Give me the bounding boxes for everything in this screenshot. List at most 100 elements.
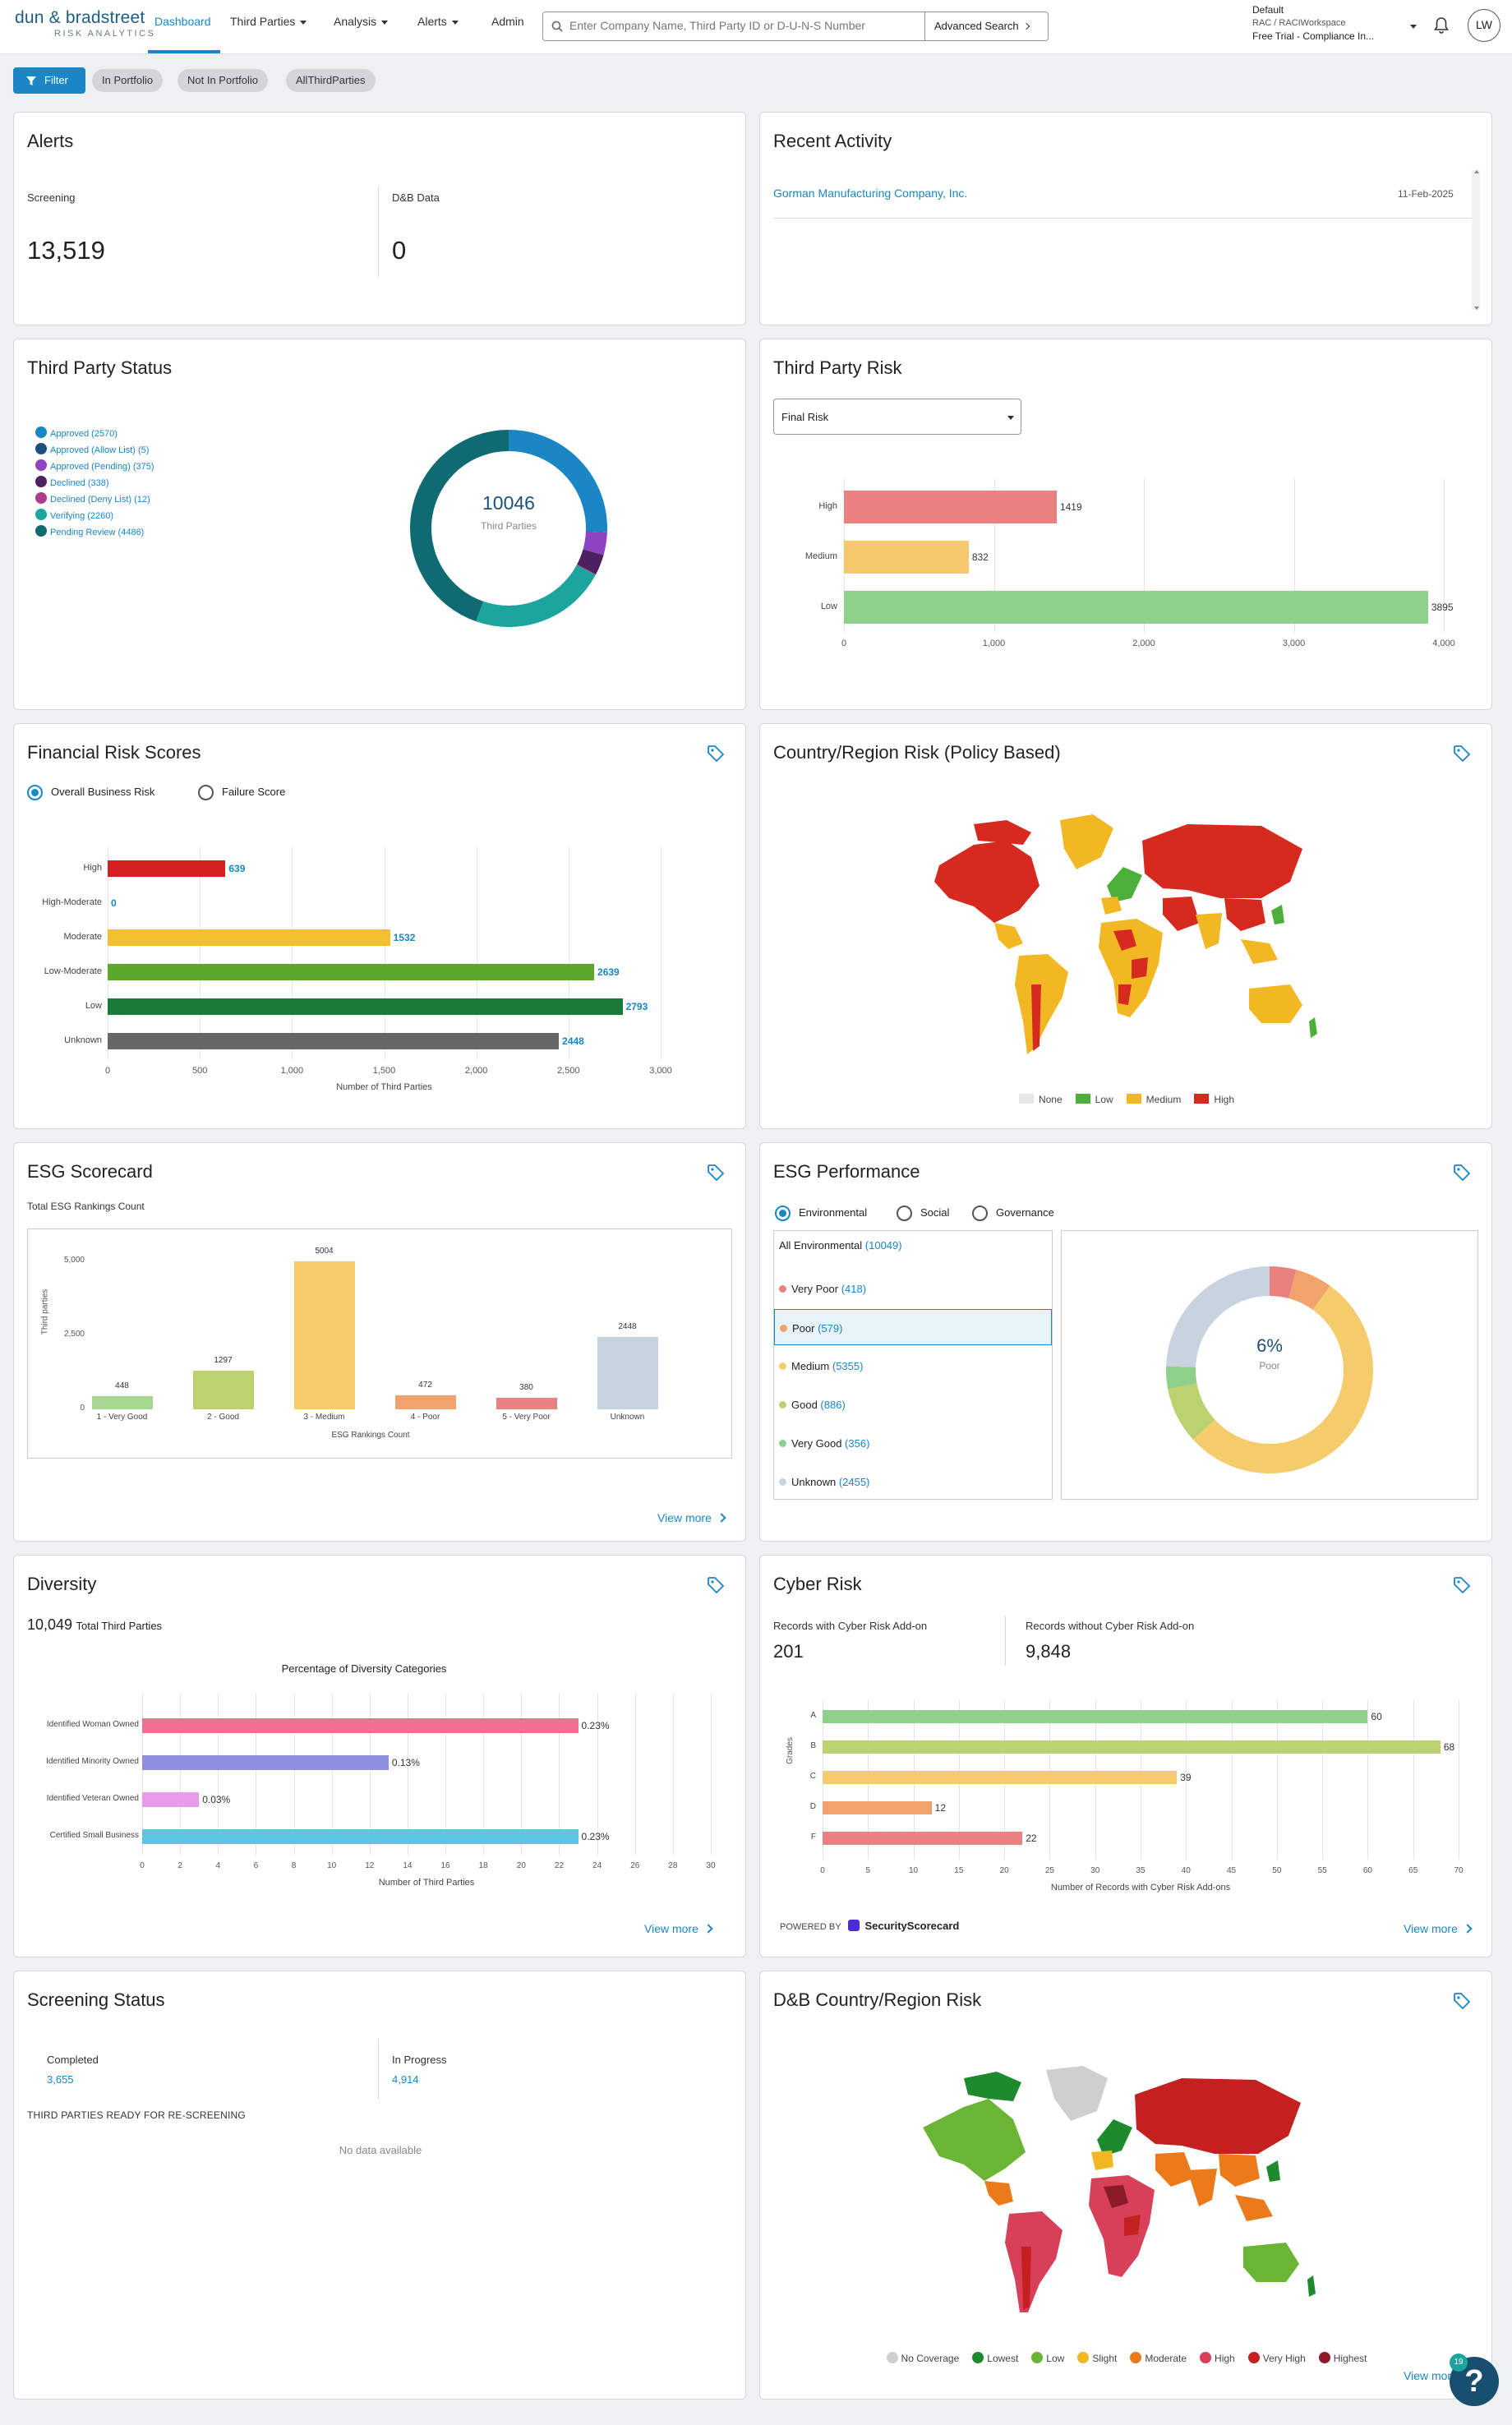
filter-button[interactable]: Filter — [13, 67, 85, 94]
bar[interactable] — [844, 591, 1428, 624]
bell-icon[interactable] — [1433, 16, 1450, 35]
world-risk-map[interactable] — [916, 808, 1327, 1071]
esg-donut-chart[interactable] — [1163, 1263, 1376, 1477]
esg-slice-4[interactable] — [1166, 1366, 1197, 1390]
esg-bar[interactable] — [597, 1336, 658, 1409]
cyber-without-value: 9,848 — [1026, 1641, 1072, 1662]
tag-icon[interactable] — [706, 1575, 726, 1595]
esg-slice-2[interactable] — [1193, 1285, 1373, 1473]
in-progress-count-link[interactable]: 4,914 — [392, 2073, 419, 2086]
bar[interactable] — [844, 491, 1057, 523]
status-legend-item[interactable]: Pending Review (4486) — [35, 525, 154, 542]
esg-item-unknown[interactable]: Unknown (2455) — [774, 1464, 1052, 1500]
chevron-down-icon[interactable] — [1410, 25, 1417, 29]
status-slice-5[interactable] — [476, 565, 596, 627]
radio-failure-score[interactable]: Failure Score — [198, 785, 285, 800]
status-donut-chart[interactable] — [402, 422, 615, 635]
radio-overall-business-risk[interactable]: Overall Business Risk — [27, 785, 154, 800]
x-tick-label: 25 — [1044, 1866, 1054, 1875]
cyber-view-more-link[interactable]: View more — [1404, 1922, 1473, 1935]
x-tick-label: 2 — [177, 1861, 182, 1870]
completed-count-link[interactable]: 3,655 — [47, 2073, 74, 2086]
chip-not-in-portfolio[interactable]: Not In Portfolio — [177, 69, 268, 92]
help-button[interactable]: ? 19 — [1450, 2354, 1499, 2406]
bar-value-label: 639 — [228, 863, 246, 874]
advanced-search-button[interactable]: Advanced Search — [924, 12, 1048, 40]
activity-company-link[interactable]: Gorman Manufacturing Company, Inc. — [773, 187, 968, 200]
brand-logo[interactable]: dun & bradstreet RISK ANALYTICS — [15, 8, 155, 39]
status-legend-item[interactable]: Verifying (2260) — [35, 509, 154, 525]
esg-item-poor[interactable]: Poor (579) — [774, 1309, 1052, 1345]
status-legend-item[interactable]: Approved (Allow List) (5) — [35, 443, 154, 459]
esg-item-very-poor[interactable]: Very Poor (418) — [774, 1270, 1052, 1307]
nav-admin[interactable]: Admin — [491, 15, 524, 28]
esg-item-good[interactable]: Good (886) — [774, 1386, 1052, 1422]
help-badge: 19 — [1450, 2354, 1468, 2372]
dnb-view-more-link[interactable]: View more — [1404, 2369, 1473, 2382]
status-legend-item[interactable]: Approved (2570) — [35, 426, 154, 443]
chip-in-portfolio[interactable]: In Portfolio — [92, 69, 164, 92]
bar[interactable] — [844, 541, 969, 574]
tag-icon[interactable] — [1452, 744, 1472, 763]
esg-item-medium[interactable]: Medium (5355) — [774, 1348, 1052, 1384]
bar[interactable] — [823, 1771, 1178, 1784]
esg-slice-1[interactable] — [1288, 1270, 1330, 1311]
dnb-data-count[interactable]: 0 — [392, 236, 407, 265]
tag-icon[interactable] — [1452, 1575, 1472, 1595]
bar[interactable] — [142, 1718, 579, 1733]
esg-slice-0[interactable] — [1269, 1266, 1297, 1299]
search-input[interactable] — [569, 19, 898, 32]
nav-alerts[interactable]: Alerts — [417, 15, 459, 28]
bar[interactable] — [108, 964, 595, 980]
bar[interactable] — [823, 1710, 1368, 1723]
radio-social[interactable]: Social — [897, 1206, 949, 1221]
screening-count[interactable]: 13,519 — [27, 236, 105, 265]
esg-bar[interactable] — [394, 1395, 456, 1409]
diversity-view-more-link[interactable]: View more — [644, 1922, 713, 1935]
esg-all-count: (10049) — [864, 1239, 902, 1252]
bar[interactable] — [108, 998, 623, 1015]
tag-icon[interactable] — [1452, 1991, 1472, 2011]
tag-icon[interactable] — [1452, 1163, 1472, 1183]
bar[interactable] — [108, 1033, 560, 1049]
esg-view-more-link[interactable]: View more — [657, 1511, 726, 1524]
status-slice-3[interactable] — [576, 549, 604, 575]
status-legend-item[interactable]: Approved (Pending) (375) — [35, 459, 154, 476]
chip-all-third-parties[interactable]: AllThirdParties — [286, 69, 376, 92]
esg-bar[interactable] — [293, 1261, 355, 1409]
bar-value-label: 0 — [111, 897, 117, 909]
esg-bar[interactable] — [192, 1371, 254, 1409]
bar[interactable] — [108, 860, 226, 877]
user-avatar[interactable]: LW — [1468, 9, 1500, 42]
tag-icon[interactable] — [706, 1163, 726, 1183]
esg-bar[interactable] — [91, 1395, 153, 1409]
bar[interactable] — [823, 1740, 1441, 1754]
nav-analysis[interactable]: Analysis — [334, 15, 389, 28]
tag-icon[interactable] — [706, 744, 726, 763]
nav-third-parties[interactable]: Third Parties — [230, 15, 307, 28]
status-slice-0[interactable] — [508, 430, 607, 532]
bar[interactable] — [823, 1801, 932, 1814]
esg-bar[interactable] — [496, 1398, 557, 1409]
bar[interactable] — [142, 1792, 200, 1807]
radio-environmental[interactable]: Environmental — [775, 1206, 867, 1221]
esg-slice-5[interactable] — [1166, 1266, 1270, 1368]
dnb-world-risk-map[interactable] — [906, 2062, 1334, 2333]
status-slice-2[interactable] — [583, 531, 607, 556]
dnb-risk-legend-label: Lowest — [987, 2353, 1019, 2364]
esg-item-very-good[interactable]: Very Good (356) — [774, 1425, 1052, 1461]
status-slice-6[interactable] — [410, 430, 509, 622]
bar[interactable] — [108, 929, 390, 946]
bar[interactable] — [142, 1829, 579, 1844]
risk-type-dropdown[interactable]: Final Risk — [773, 399, 1021, 435]
scrollbar[interactable] — [1472, 170, 1480, 310]
esg-all-item[interactable]: All Environmental (10049) — [779, 1239, 902, 1252]
bar[interactable] — [142, 1755, 389, 1770]
status-legend-item[interactable]: Declined (338) — [35, 476, 154, 492]
bar[interactable] — [823, 1832, 1023, 1845]
status-legend-item[interactable]: Declined (Deny List) (12) — [35, 492, 154, 509]
radio-governance[interactable]: Governance — [972, 1206, 1054, 1221]
workspace-selector[interactable]: Default RAC / RACIWorkspace Free Trial -… — [1252, 3, 1374, 43]
esg-slice-3[interactable] — [1168, 1383, 1216, 1441]
nav-dashboard[interactable]: Dashboard — [154, 15, 211, 28]
